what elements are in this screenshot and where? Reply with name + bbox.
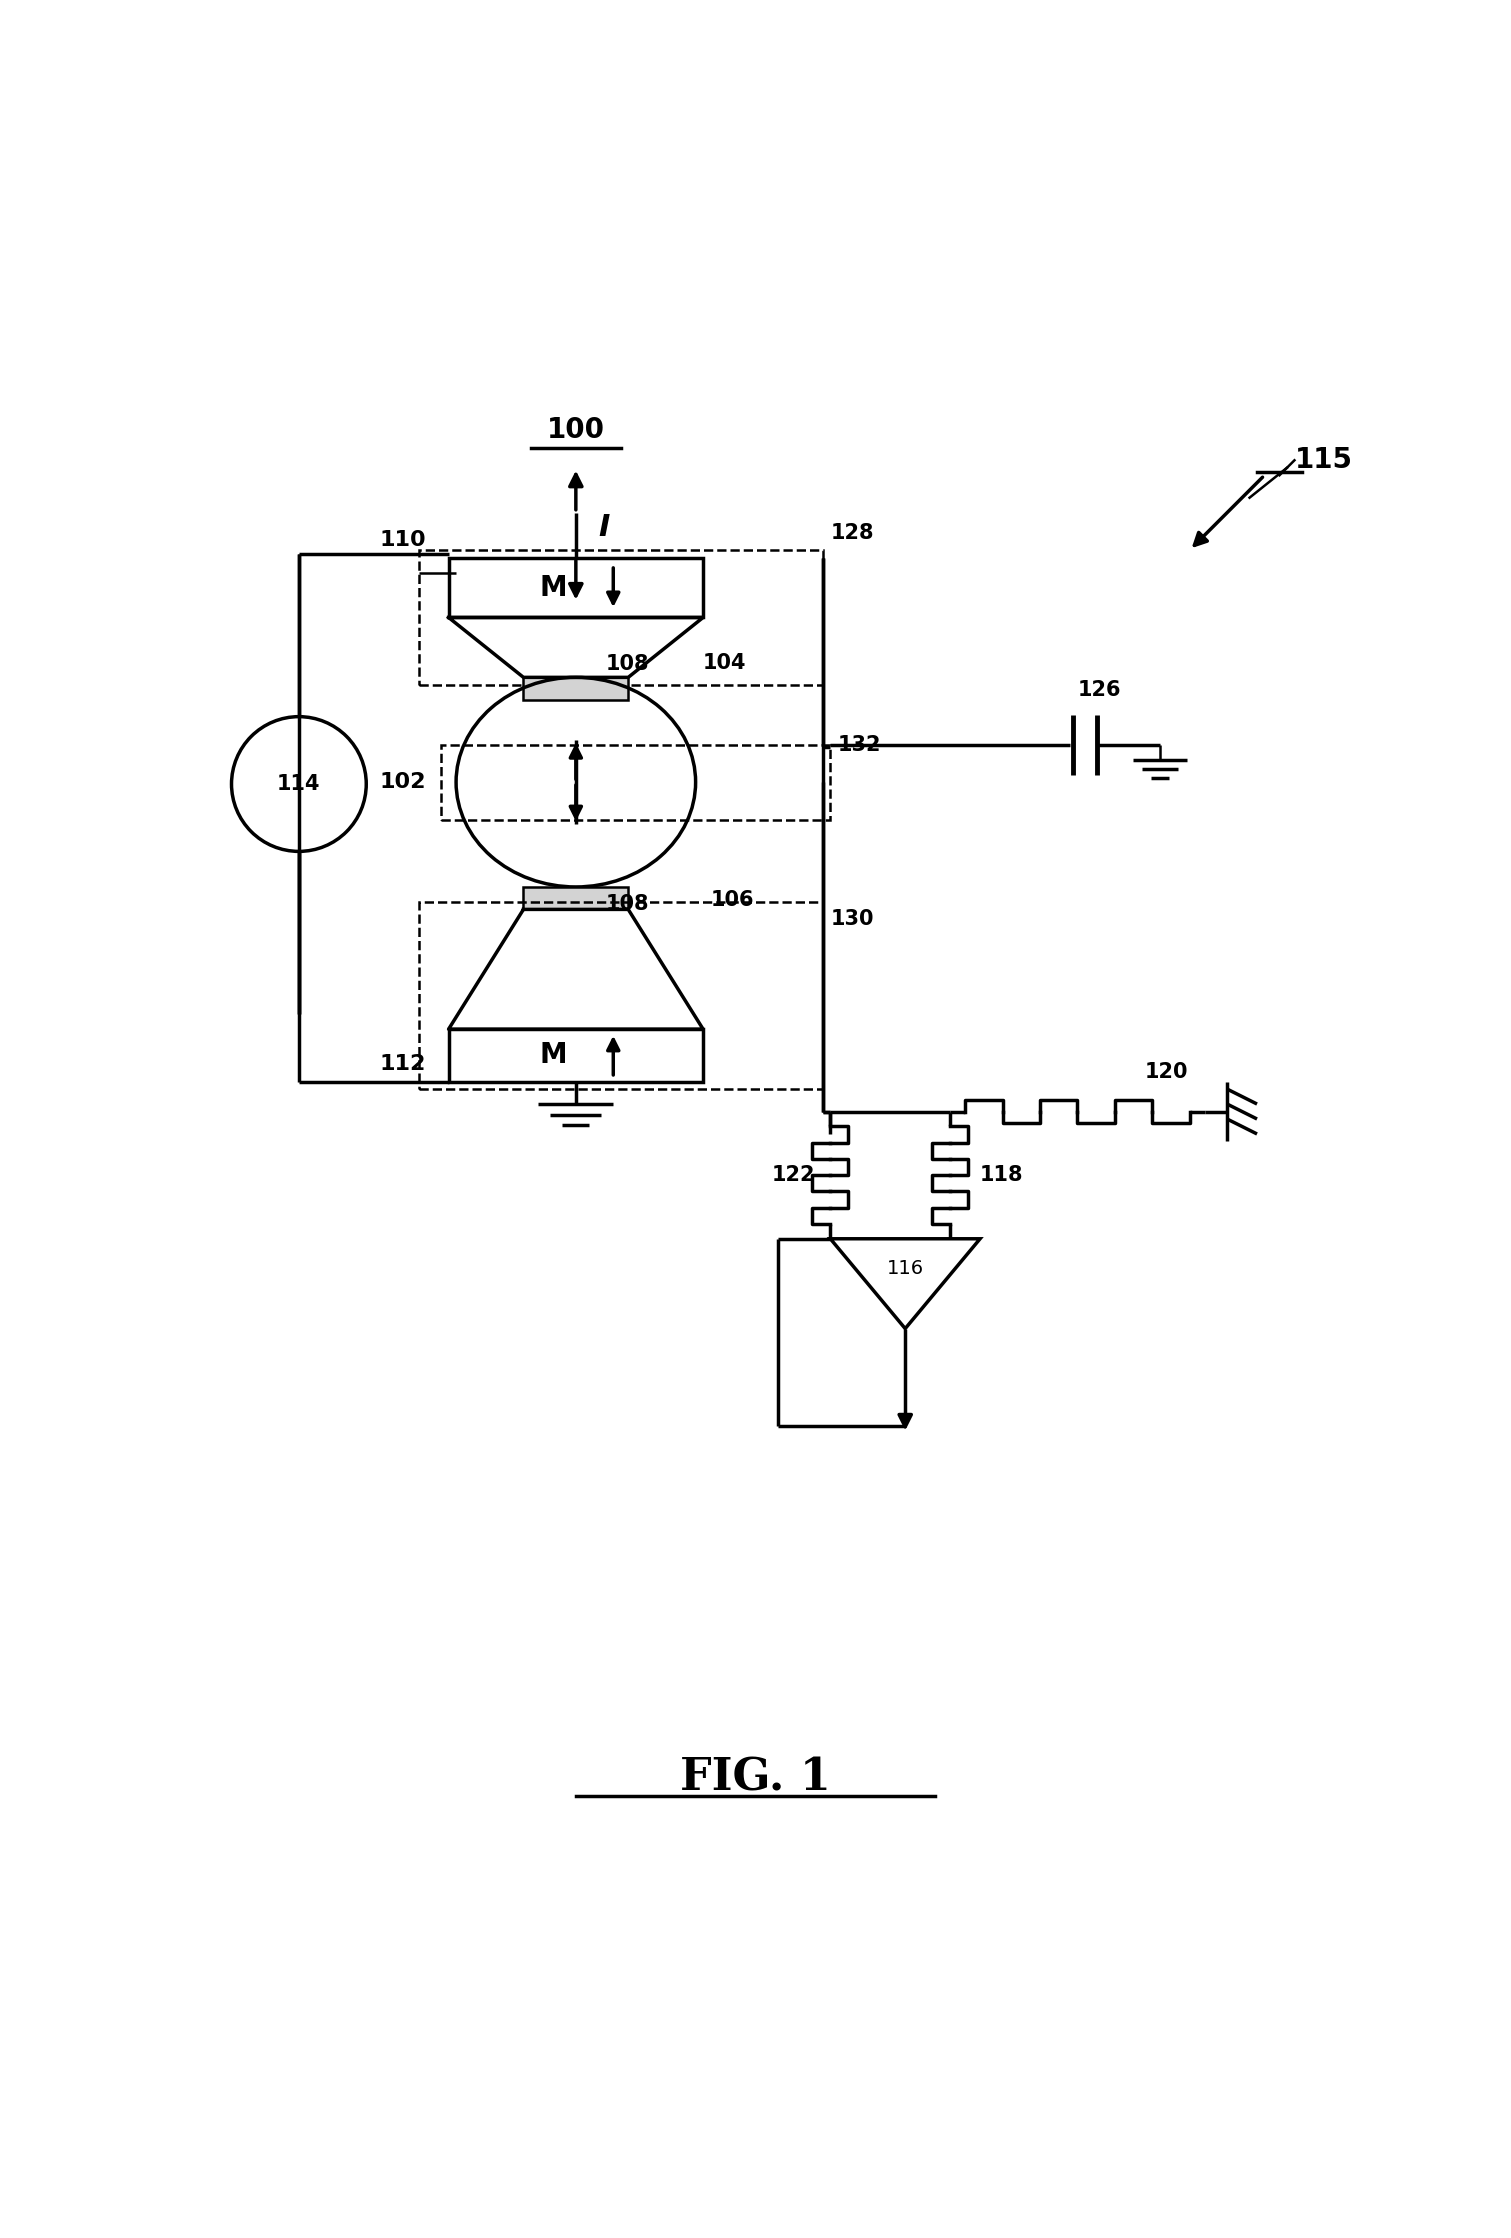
Text: 112: 112 <box>379 1054 426 1074</box>
Polygon shape <box>831 1240 981 1329</box>
Bar <box>419 902 823 1090</box>
Bar <box>449 1029 703 1081</box>
Text: 108: 108 <box>606 895 650 915</box>
Text: M: M <box>539 573 567 602</box>
Text: 104: 104 <box>703 653 746 674</box>
Text: 118: 118 <box>981 1166 1023 1186</box>
Text: 110: 110 <box>379 530 426 551</box>
Text: 115: 115 <box>1295 445 1352 474</box>
Text: 106: 106 <box>710 891 754 911</box>
Text: 128: 128 <box>831 524 873 542</box>
Text: 122: 122 <box>772 1166 816 1186</box>
Text: 130: 130 <box>831 909 873 929</box>
Bar <box>523 678 629 700</box>
Text: I: I <box>598 513 609 542</box>
Bar <box>523 886 629 909</box>
Text: 100: 100 <box>547 416 604 445</box>
Text: M: M <box>539 1041 567 1070</box>
Text: 132: 132 <box>837 734 881 754</box>
Text: 114: 114 <box>277 774 320 794</box>
Bar <box>449 557 703 618</box>
Text: 102: 102 <box>379 772 426 792</box>
Text: 116: 116 <box>887 1260 923 1278</box>
Text: 126: 126 <box>1077 680 1121 700</box>
Bar <box>441 745 831 819</box>
Text: 120: 120 <box>1145 1061 1188 1081</box>
Text: 108: 108 <box>606 653 650 674</box>
Text: FIG. 1: FIG. 1 <box>680 1757 831 1799</box>
Bar <box>419 551 823 685</box>
